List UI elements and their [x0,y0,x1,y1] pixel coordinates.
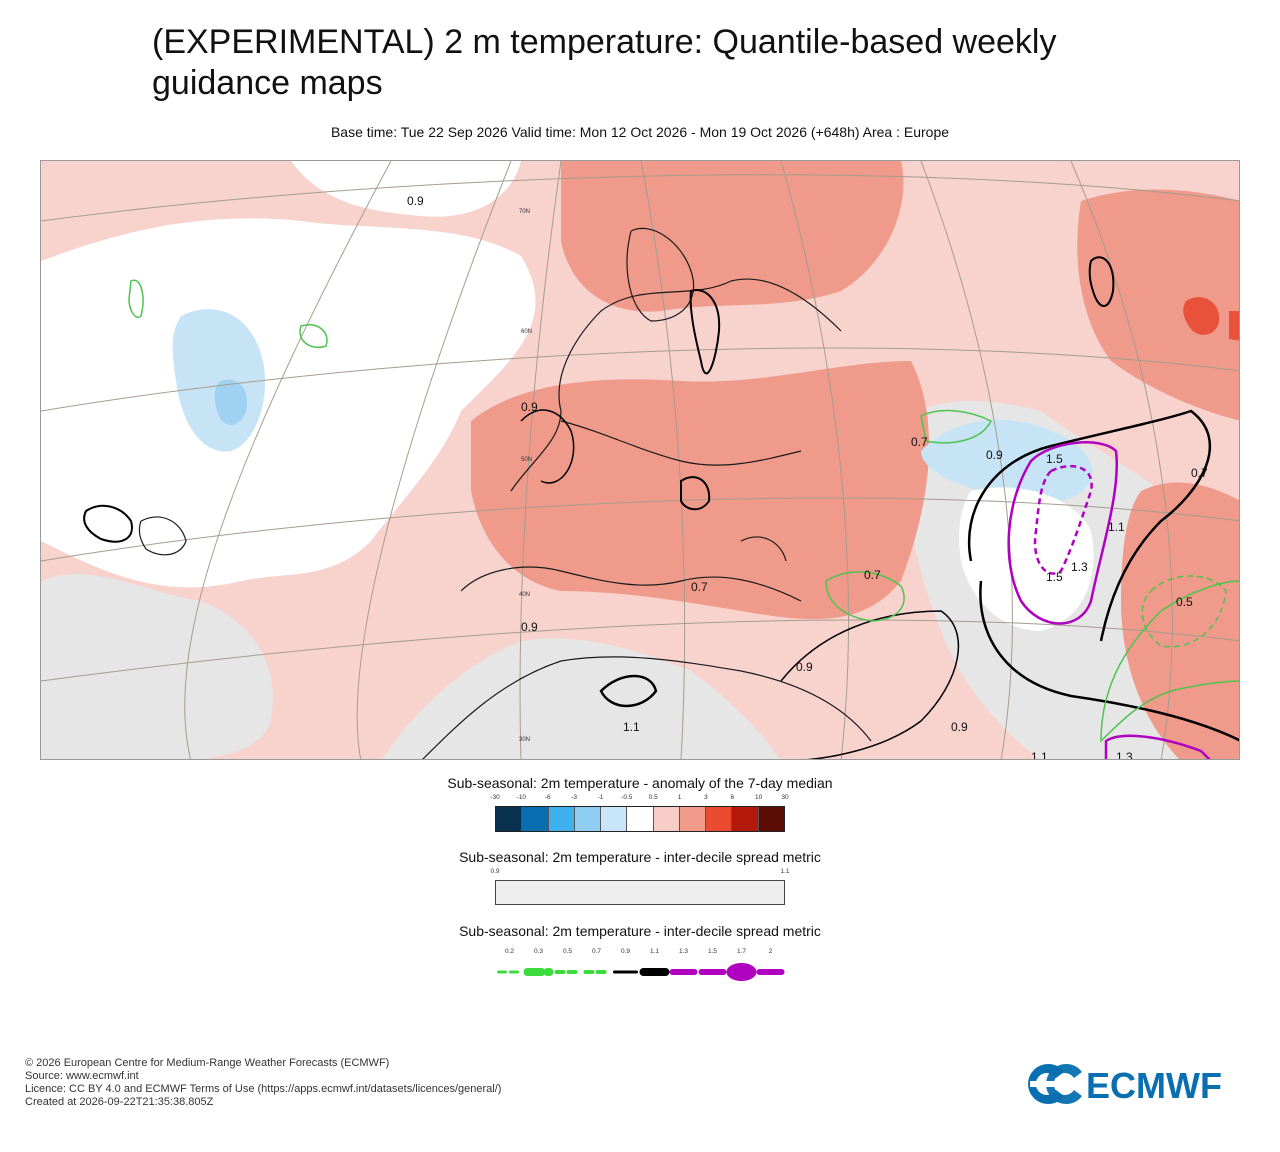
footer-credits: © 2026 European Centre for Medium-Range … [25,1057,501,1109]
tick-label: 1.7 [736,948,747,955]
europe-warm-band [471,361,930,620]
spread-bar [495,880,785,905]
contour-label: 1.1 [1108,520,1125,534]
tick-label: 0.5 [562,948,573,955]
contour-label: 1.1 [623,720,640,734]
map-canvas: 70N 60N 50N 40N 30N 0.9 0.7 0.9 1.5 1.5 1.3 1.1 0.7… [41,161,1239,760]
spread-legend-ticks: 0.9 1.1 [490,868,789,878]
colorbar-cell [706,807,733,831]
ecmwf-logo[interactable]: ECMWF [1026,1062,1258,1106]
tick-label: 1 [677,794,682,801]
tick-label: -3 [571,794,577,801]
contour-label: 0.7 [864,568,881,582]
latitude-label: 40N [519,592,530,598]
tick-label: -1 [597,794,604,801]
spread-contours-thick [83,256,1239,759]
tick-label: 1.1 [649,948,660,955]
colorbar-cell [679,807,707,831]
contour-label: 0.7 [1191,466,1208,480]
colorbar-cell [496,807,523,831]
contour-label: 0.9 [796,660,813,674]
tick-label: 0.3 [533,948,544,955]
tick-label: 1.3 [678,948,689,955]
latitude-label: 30N [519,737,530,743]
spread-legend-title: Sub-seasonal: 2m temperature - inter-dec… [459,849,821,865]
created-line: Created at 2026-09-22T21:35:38.805Z [25,1096,214,1108]
colorbar-cell [653,807,680,831]
latitude-label: 50N [521,457,532,463]
colorbar-cell [574,807,602,831]
north-warm-band [561,161,904,312]
ecmwf-logo-mark [1028,1064,1082,1104]
contour-labels: 0.9 0.7 0.9 1.5 1.5 1.3 1.1 0.7 0.5 0.7 0.9 0.9 0.9 1… [407,194,1208,760]
contour-label: 0.9 [986,448,1003,462]
contour-label: 1.1 [1031,750,1048,760]
anomaly-colorbar [495,806,785,832]
colorbar-cell [627,807,654,831]
anomaly-legend-ticks: -30 -10 -6 -3 -1 -0.5 0.5 1 3 6 10 30 [490,794,789,804]
colorbar-cell [732,807,759,831]
contour-label: 1.3 [1071,560,1088,574]
strong-warm-spot [1183,297,1220,335]
source-line: Source: www.ecmwf.int [25,1070,139,1082]
spread-contours-green [128,279,1239,743]
contour-label: 0.9 [521,400,538,414]
licence-line: Licence: CC BY 4.0 and ECMWF Terms of Us… [25,1083,502,1095]
colorbar-cell [548,807,575,831]
copyright-line: © 2026 European Centre for Medium-Range … [25,1057,390,1069]
contour-label: 0.7 [911,435,928,449]
contour-label: 0.7 [691,580,708,594]
tick-label: 6 [730,794,735,801]
tick-label: 10 [755,794,763,801]
strong-warm-spot-2 [1229,311,1239,341]
tick-label: 0.7 [591,948,602,955]
contour-legend-ticks: 0.2 0.3 0.5 0.7 0.9 1.1 1.3 1.5 1.7 2 [495,948,785,958]
tick-label: 3 [704,794,708,801]
tick-label: 1.5 [707,948,718,955]
colorbar-cell [758,807,784,831]
tick-label: -6 [544,794,551,801]
contour-label: 1.5 [1046,452,1063,466]
colorbar-cell [522,807,549,831]
coastlines [138,227,872,759]
spread-contours-purple [1007,441,1211,759]
tick-label: 0.2 [504,948,515,955]
contour-swatch [726,963,757,981]
tick-label: 1.1 [780,868,790,875]
central-asia-neutral [959,487,1094,631]
contour-label: 0.9 [407,194,424,208]
tick-label: -30 [490,794,500,801]
latitude-label: 70N [519,209,530,215]
tick-label: 0.9 [490,868,500,875]
anomaly-legend-title: Sub-seasonal: 2m temperature - anomaly o… [447,775,833,791]
atlantic-neutral-region [41,218,536,588]
tick-label: 2 [768,948,773,955]
map-subtitle: Base time: Tue 22 Sep 2026 Valid time: M… [330,124,950,140]
spread-region-africa [382,638,780,759]
forecast-map[interactable]: 70N 60N 50N 40N 30N 0.9 0.7 0.9 1.5 1.5 1.3 1.1 0.7… [40,160,1240,760]
contour-label: 0.9 [951,720,968,734]
north-neutral-strip [291,161,521,217]
latitude-label: 60N [521,329,532,335]
contour-legend-swatches [497,963,785,981]
colorbar-cell [601,807,628,831]
tick-label: 30 [781,794,789,801]
tick-label: -0.5 [621,794,633,801]
tick-label: 0.9 [620,948,631,955]
contour-label: 1.5 [1046,570,1063,584]
contour-label: 0.5 [1176,595,1193,609]
atlantic-cold-core [214,379,247,426]
tick-label: -10 [516,794,527,801]
tick-label: 0.5 [648,794,658,801]
spread-region-west [41,574,273,759]
ecmwf-logo-text: ECMWF [1086,1065,1222,1106]
contour-label: 0.9 [521,620,538,634]
contour-legend-title: Sub-seasonal: 2m temperature - inter-dec… [459,923,821,939]
east-warm-region [1121,482,1239,759]
northeast-warm-band [1077,189,1239,421]
contour-label: 1.3 [1116,750,1133,760]
page-title: (EXPERIMENTAL) 2 m temperature: Quantile… [152,23,1057,102]
latitude-labels: 70N 60N 50N 40N 30N [519,209,532,743]
